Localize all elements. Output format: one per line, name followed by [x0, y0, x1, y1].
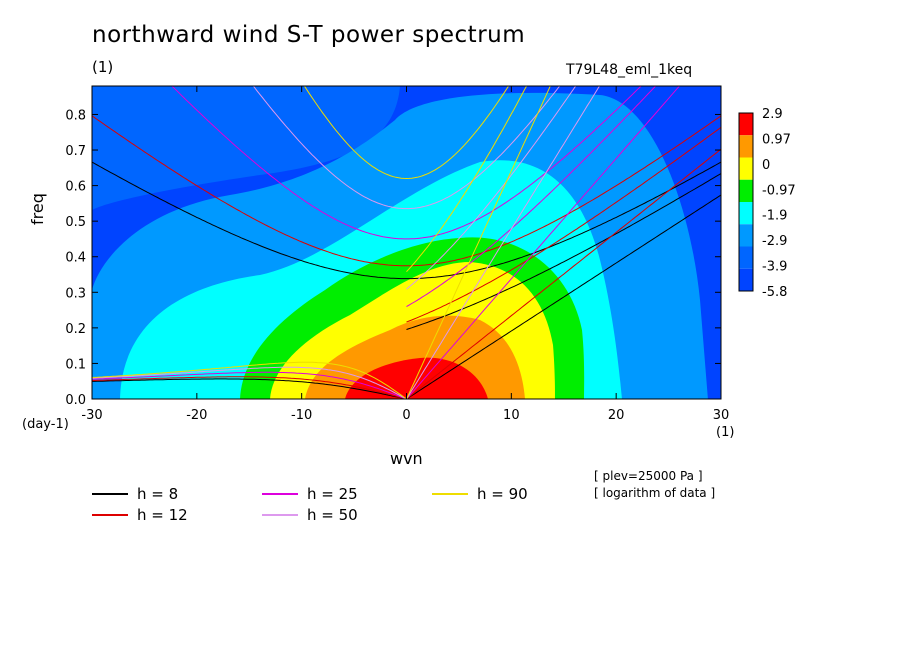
dispersion-curves-h25: [92, 86, 681, 399]
y-tick-label: 0.7: [65, 144, 86, 159]
dispersion-curves-h12: [92, 115, 721, 399]
colorbar-label: -0.97: [762, 183, 796, 198]
y-tick-label: 0.8: [65, 108, 86, 123]
dispersion-curves-h50: [92, 86, 601, 399]
x-tick-label: -30: [81, 408, 102, 423]
contour-band-level-3: [92, 86, 400, 210]
y-tick-label: 0.3: [65, 286, 86, 301]
kelvin-curve: [406, 86, 681, 399]
colorbar-swatch: [739, 113, 753, 136]
kelvin-curve: [406, 86, 551, 399]
mrg-curve: [406, 86, 657, 308]
dispersion-curves-h90: [92, 86, 551, 399]
x-axis-unit: (1): [716, 425, 735, 440]
colorbar-swatch: [739, 246, 753, 269]
y-tick-label: 0.1: [65, 357, 86, 372]
x-tick-label: 30: [713, 408, 730, 423]
rossby-curve: [92, 376, 407, 399]
colorbar-swatch: [739, 224, 753, 247]
mrg-curve: [406, 126, 721, 323]
inertia-gravity-curve: [303, 86, 510, 180]
inertia-gravity-curve: [92, 161, 721, 280]
y-axis-label: freq: [28, 193, 47, 225]
colorbar-swatch: [739, 268, 753, 291]
colorbar-frame: [738, 112, 754, 292]
legend-label: h = 25: [307, 485, 358, 503]
colorbar-label: -3.9: [762, 260, 787, 275]
note-log: [ logarithm of data ]: [594, 486, 716, 500]
chart-unit: (1): [92, 58, 114, 76]
legend-label: h = 50: [307, 506, 358, 524]
colorbar-label: -1.9: [762, 209, 787, 224]
rossby-curve: [92, 366, 407, 399]
rossby-curve: [92, 378, 407, 399]
colorbar-swatch: [739, 157, 753, 180]
colorbar-label: 0.97: [762, 132, 791, 147]
kelvin-curve: [406, 194, 721, 399]
mrg-curve: [406, 173, 721, 330]
x-axis-label: wvn: [390, 449, 423, 468]
mrg-curve: [406, 86, 528, 273]
y-tick-label: 0.5: [65, 215, 86, 230]
inertia-gravity-curve: [171, 86, 642, 240]
mrg-curve: [406, 86, 577, 290]
colorbar-label: 2.9: [762, 107, 783, 122]
colorbar-label: -2.9: [762, 234, 787, 249]
legend-label: h = 12: [137, 506, 188, 524]
x-tick-label: -20: [186, 408, 207, 423]
y-tick-label: 0.4: [65, 251, 86, 266]
colorbar-swatch: [739, 202, 753, 225]
colorbar-label: 0: [762, 158, 770, 173]
kelvin-curve: [406, 86, 601, 399]
run-name: T79L48_eml_1keq: [566, 62, 693, 78]
inertia-gravity-curve: [92, 115, 721, 267]
rossby-curve: [92, 371, 407, 399]
colorbar-label: -5.8: [762, 285, 787, 300]
y-tick-label: 0.0: [65, 393, 86, 408]
inertia-gravity-curve: [252, 86, 561, 210]
x-tick-label: 0: [402, 408, 410, 423]
colorbar-swatch: [739, 135, 753, 158]
note-plev: [ plev=25000 Pa ]: [594, 469, 703, 483]
legend-label: h = 90: [477, 485, 528, 503]
x-tick-label: 10: [503, 408, 520, 423]
rossby-curve: [92, 361, 407, 399]
legend-label: h = 8: [137, 485, 178, 503]
y-tick-label: 0.6: [65, 180, 86, 195]
y-axis-unit: (day-1): [22, 417, 69, 432]
chart-title: northward wind S-T power spectrum: [92, 22, 526, 48]
kelvin-curve: [406, 148, 721, 399]
x-tick-label: -10: [291, 408, 312, 423]
x-tick-label: 20: [608, 408, 625, 423]
dispersion-curves-h8: [92, 161, 721, 399]
y-tick-label: 0.2: [65, 322, 86, 337]
colorbar-swatch: [739, 179, 753, 202]
